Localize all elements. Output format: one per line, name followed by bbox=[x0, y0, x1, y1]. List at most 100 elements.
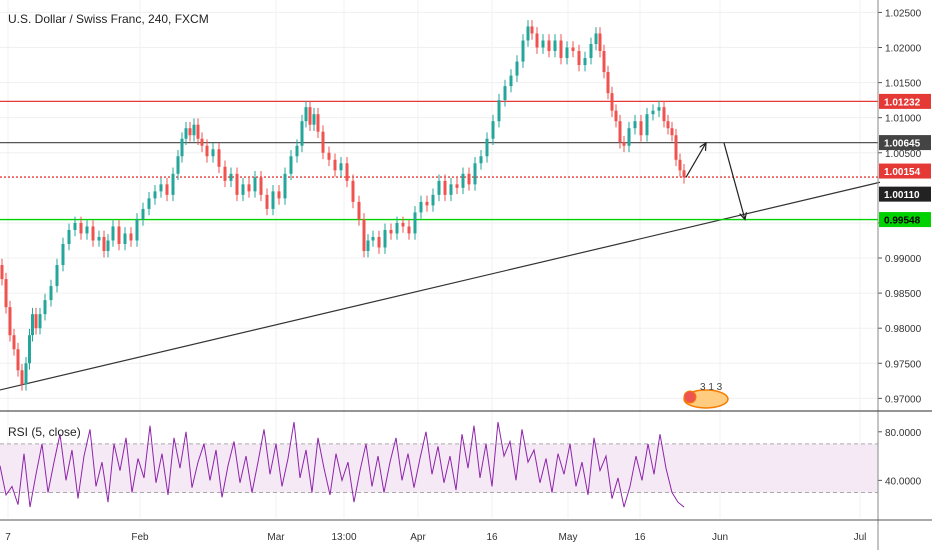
candle-body bbox=[135, 219, 139, 241]
candle-body bbox=[662, 107, 666, 122]
candle-body bbox=[521, 40, 525, 62]
rsi-tick-label: 40.0000 bbox=[885, 476, 922, 487]
candle-body bbox=[192, 124, 196, 136]
candle-body bbox=[622, 142, 626, 146]
candle-body bbox=[547, 40, 551, 52]
candle-body bbox=[153, 191, 157, 199]
price-tag-label: 0.99548 bbox=[884, 216, 921, 227]
candle-body bbox=[377, 236, 381, 248]
candle-body bbox=[670, 128, 674, 136]
candle-body bbox=[357, 201, 361, 220]
trendline bbox=[0, 181, 881, 391]
price-tag-label: 1.00154 bbox=[884, 167, 921, 178]
candle-body bbox=[28, 335, 31, 364]
candle-body bbox=[123, 233, 127, 244]
candle-body bbox=[129, 233, 133, 241]
candle-body bbox=[304, 107, 308, 122]
price-tick-label: 1.01500 bbox=[885, 79, 922, 90]
candle-body bbox=[610, 93, 614, 111]
candle-body bbox=[473, 163, 477, 185]
price-tag-label: 1.00645 bbox=[884, 139, 921, 150]
candle-body bbox=[515, 61, 519, 76]
candle-body bbox=[583, 58, 587, 66]
candle-body bbox=[102, 236, 106, 252]
time-tick-label: 16 bbox=[486, 532, 498, 543]
candle-body bbox=[553, 40, 557, 52]
candle-body bbox=[682, 170, 686, 178]
candle-body bbox=[34, 314, 38, 329]
candle-body bbox=[389, 229, 393, 234]
candle-body bbox=[614, 110, 618, 122]
time-tick-label: Jun bbox=[712, 532, 728, 543]
candle-body bbox=[141, 208, 145, 220]
candle-body bbox=[657, 107, 661, 111]
candle-body bbox=[589, 43, 593, 59]
candle-body bbox=[85, 226, 89, 234]
candle-body bbox=[0, 265, 4, 280]
candle-body bbox=[12, 335, 16, 350]
candle-body bbox=[627, 128, 631, 146]
candle-body bbox=[265, 194, 269, 209]
price-tag-label: 1.00110 bbox=[884, 190, 920, 201]
price-tag-bg bbox=[879, 93, 931, 109]
candle-body bbox=[117, 226, 121, 244]
candle-body bbox=[79, 222, 83, 234]
candle-body bbox=[467, 173, 471, 185]
candle-body bbox=[461, 173, 465, 188]
chart-title: U.S. Dollar / Swiss Franc, 240, FXCM bbox=[8, 12, 209, 26]
candle-body bbox=[300, 121, 304, 146]
candle-body bbox=[535, 33, 539, 48]
heart-icon bbox=[683, 390, 697, 404]
candle-body bbox=[316, 114, 320, 132]
candle-body bbox=[526, 26, 530, 41]
candle-body bbox=[253, 177, 257, 192]
candle-body bbox=[308, 107, 312, 125]
price-tick-label: 0.97000 bbox=[885, 394, 922, 405]
candle-body bbox=[565, 47, 569, 59]
candle-body bbox=[247, 184, 251, 192]
candle-body bbox=[602, 51, 606, 73]
time-tick-label: 16 bbox=[634, 532, 646, 543]
price-candles bbox=[0, 20, 686, 391]
candle-body bbox=[339, 163, 343, 171]
candle-body bbox=[407, 226, 411, 234]
candle-body bbox=[639, 121, 643, 136]
candle-body bbox=[24, 363, 28, 385]
candle-body bbox=[111, 226, 115, 241]
projection-arrow bbox=[685, 143, 706, 178]
candle-body bbox=[147, 198, 151, 209]
candle-body bbox=[678, 159, 682, 171]
candle-body bbox=[455, 184, 459, 188]
candle-body bbox=[43, 300, 47, 315]
candle-body bbox=[235, 173, 239, 195]
price-tags: 1.01232 1.00645 1.00154 1.00110 0.99548 bbox=[879, 93, 931, 228]
candle-body bbox=[229, 173, 233, 181]
candle-body bbox=[509, 75, 513, 87]
candle-body bbox=[333, 159, 337, 171]
rsi-label: RSI (5, close) bbox=[8, 425, 81, 439]
candle-body bbox=[196, 124, 200, 139]
projection-arrow bbox=[723, 142, 745, 220]
rsi-line bbox=[0, 421, 685, 508]
candle-body bbox=[425, 201, 429, 206]
candle-body bbox=[241, 184, 245, 195]
candle-body bbox=[188, 128, 192, 136]
candle-body bbox=[8, 307, 12, 336]
candle-body bbox=[106, 240, 110, 252]
candle-body bbox=[165, 184, 169, 195]
candle-body bbox=[223, 166, 227, 181]
candle-body bbox=[271, 191, 275, 209]
candle-body bbox=[395, 222, 399, 234]
candle-body bbox=[491, 121, 495, 139]
candle-body bbox=[431, 194, 435, 206]
candle-body bbox=[327, 152, 331, 160]
candle-body bbox=[31, 314, 34, 336]
candle-body bbox=[419, 201, 423, 213]
candle-body bbox=[559, 40, 563, 59]
candle-body bbox=[49, 286, 53, 301]
candle-body bbox=[73, 222, 77, 230]
candle-body bbox=[541, 40, 545, 48]
candle-body bbox=[67, 229, 71, 244]
time-tick-label: 7 bbox=[5, 532, 11, 543]
